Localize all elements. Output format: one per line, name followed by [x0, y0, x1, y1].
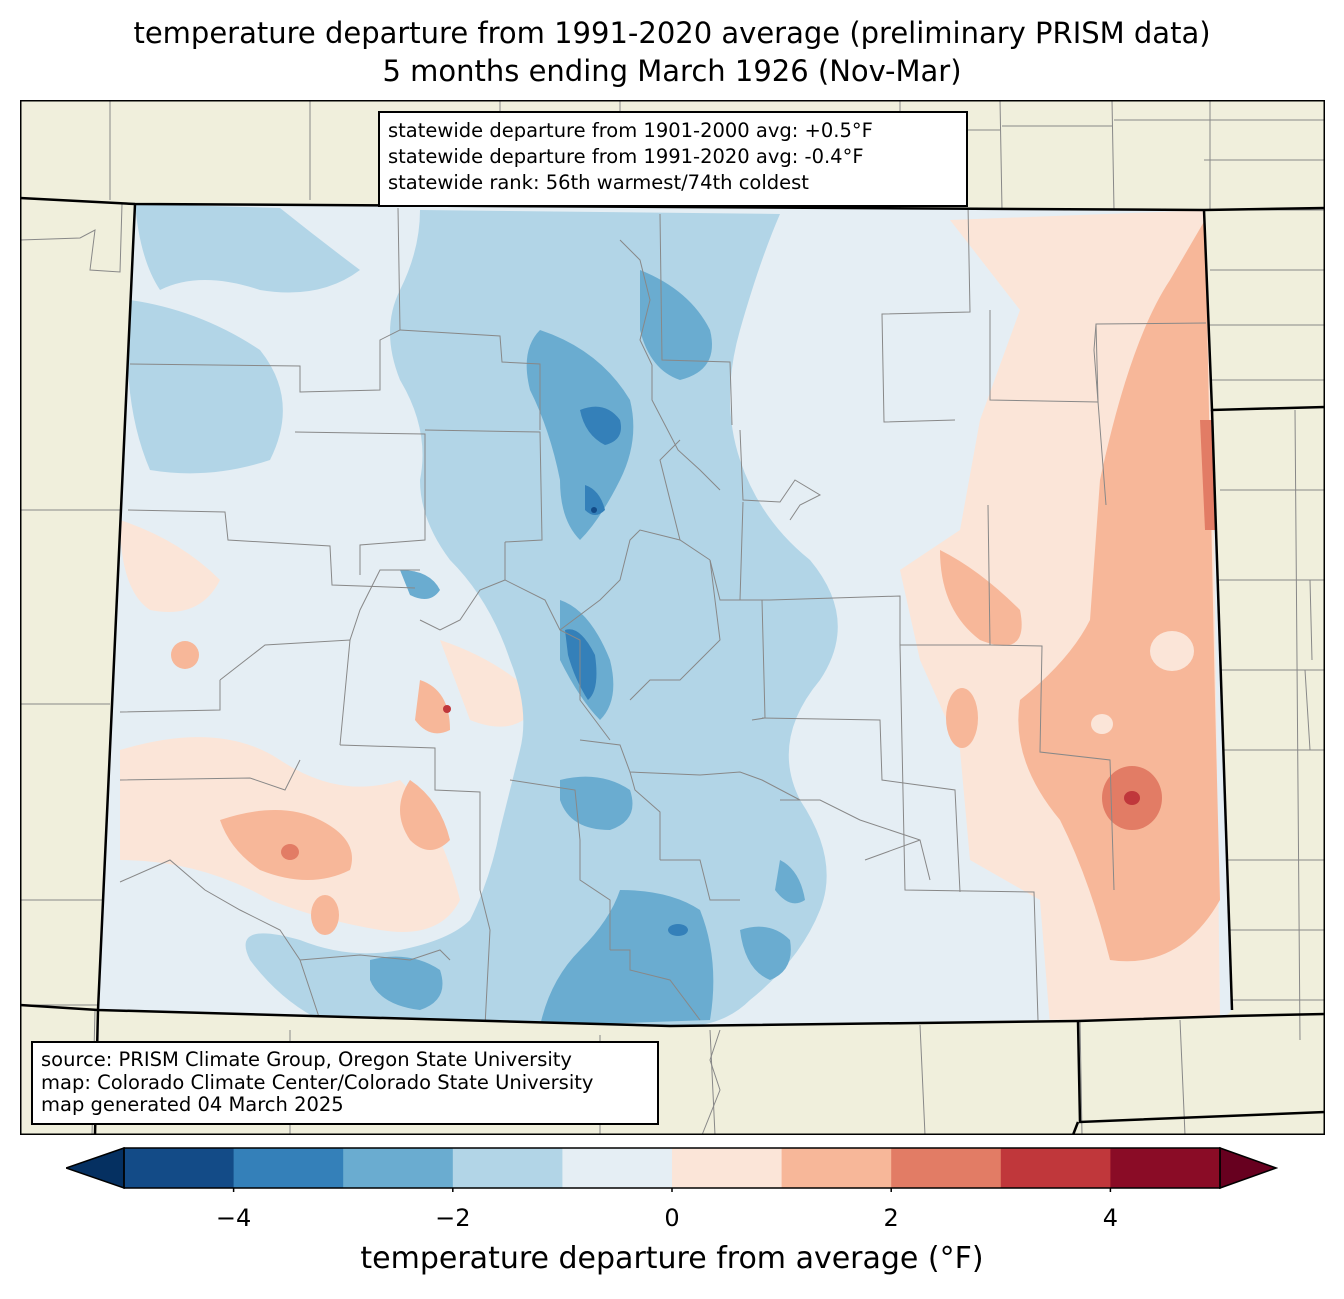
- colorbar-bin: [781, 1148, 892, 1188]
- colorbar-tick-label: −4: [215, 1204, 252, 1232]
- colorbar: [66, 1146, 1278, 1192]
- statewide-stats-box: statewide departure from 1901-2000 avg: …: [378, 111, 968, 207]
- temperature-departure-field: [98, 204, 1232, 1026]
- colorbar-tick-label: −2: [435, 1204, 471, 1232]
- colorbar-label: temperature departure from average (°F): [360, 1241, 984, 1276]
- colorbar-bin: [1000, 1148, 1111, 1188]
- colorbar-bin: [672, 1148, 783, 1188]
- map-title: temperature departure from 1991-2020 ave…: [133, 16, 1211, 50]
- stat-rank: statewide rank: 56th warmest/74th coldes…: [388, 171, 809, 194]
- source-box: source: PRISM Climate Group, Oregon Stat…: [31, 1041, 659, 1125]
- map-generated-date: map generated 04 March 2025: [41, 1093, 344, 1116]
- colorbar-bin: [343, 1148, 454, 1188]
- map-frame: [20, 100, 1325, 1135]
- colorbar-tick-label: 2: [883, 1204, 899, 1232]
- map-subtitle: 5 months ending March 1926 (Nov-Mar): [382, 54, 962, 88]
- stat-departure-1901-2000: statewide departure from 1901-2000 avg: …: [388, 119, 873, 142]
- colorbar-tick-label: 4: [1102, 1204, 1119, 1232]
- colorbar-bin: [1110, 1148, 1221, 1188]
- colorbar-over-arrow: [1219, 1146, 1278, 1190]
- colorbar-tick-label: 0: [664, 1204, 680, 1232]
- colorbar-bin: [124, 1148, 235, 1188]
- colorbar-bin: [233, 1148, 344, 1188]
- colorbar-bin: [891, 1148, 1002, 1188]
- colorbar-bin: [562, 1148, 673, 1188]
- colorbar-bin: [452, 1148, 563, 1188]
- source-credit: source: PRISM Climate Group, Oregon Stat…: [41, 1048, 572, 1071]
- stat-departure-1991-2020: statewide departure from 1991-2020 avg: …: [388, 145, 864, 168]
- state-borders: [20, 196, 1325, 1135]
- map-credit: map: Colorado Climate Center/Colorado St…: [41, 1070, 594, 1094]
- colorado-county-lines: [119, 204, 1207, 1026]
- colorado-map: [20, 100, 1325, 1135]
- colorbar-under-arrow: [66, 1146, 125, 1190]
